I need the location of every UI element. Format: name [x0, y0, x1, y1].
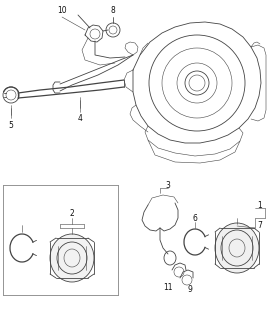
Text: 10: 10 [57, 5, 67, 14]
Ellipse shape [215, 223, 259, 273]
Text: 7: 7 [257, 220, 263, 229]
Text: 8: 8 [111, 5, 115, 14]
Text: 5: 5 [9, 121, 13, 130]
Text: 1: 1 [258, 201, 262, 210]
Text: 11: 11 [163, 284, 173, 292]
Text: 6: 6 [193, 213, 197, 222]
Text: 4: 4 [77, 114, 82, 123]
Ellipse shape [50, 234, 94, 282]
Text: 2: 2 [70, 209, 74, 218]
Text: 9: 9 [187, 285, 192, 294]
Text: 3: 3 [165, 180, 171, 189]
